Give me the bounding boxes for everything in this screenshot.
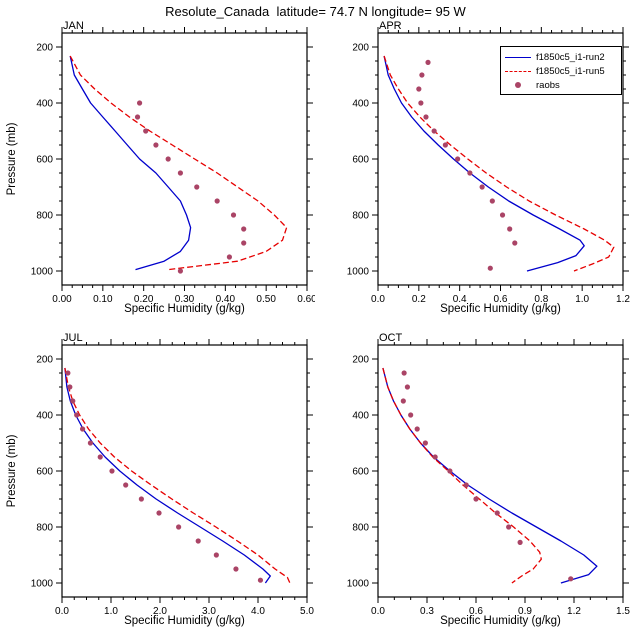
svg-text:0.0: 0.0 [371, 606, 385, 617]
svg-text:0.6: 0.6 [494, 294, 508, 305]
svg-text:200: 200 [352, 43, 369, 54]
svg-text:800: 800 [352, 523, 369, 534]
svg-text:600: 600 [352, 467, 369, 478]
panel-oct: 0.0 0.3 0.6 0.9 1.2 1.5 200 400 600 800 1000 OCT S… [316, 332, 631, 632]
x-axis-title: Specific Humidity (g/kg) [440, 303, 561, 315]
legend: f1850c5_i1-run2 f1850c5_i1-run5 raobs [500, 46, 622, 95]
figure-title: Resolute_Canada latitude= 74.7 N longitu… [165, 4, 466, 19]
svg-text:0.0: 0.0 [55, 606, 69, 617]
svg-text:0.40: 0.40 [216, 294, 236, 305]
svg-text:1.5: 1.5 [616, 606, 630, 617]
x-axis-title: Specific Humidity (g/kg) [440, 615, 561, 627]
svg-text:0.10: 0.10 [93, 294, 113, 305]
svg-text:5.0: 5.0 [300, 606, 314, 617]
svg-text:0.60: 0.60 [297, 294, 315, 305]
svg-text:400: 400 [352, 99, 369, 110]
svg-text:800: 800 [36, 211, 53, 222]
svg-text:0.4: 0.4 [453, 294, 467, 305]
y-axis-title: Pressure (mb) [6, 122, 18, 196]
svg-text:0.0: 0.0 [371, 294, 385, 305]
svg-text:0.3: 0.3 [420, 606, 434, 617]
legend-entry-run5: f1850c5_i1-run5 [505, 64, 617, 78]
svg-text:0.00: 0.00 [52, 294, 72, 305]
panel-jul: 0.0 1.0 2.0 3.0 4.0 5.0 200 400 600 800 1000 JUL S… [0, 332, 315, 632]
legend-dashed-line-sample [505, 70, 531, 72]
plot-jul: 0.0 1.0 2.0 3.0 4.0 5.0 200 400 600 800 1000 [31, 339, 314, 617]
legend-label: f1850c5_i1-run2 [536, 51, 605, 63]
svg-text:1.2: 1.2 [616, 294, 630, 305]
svg-text:1.0: 1.0 [575, 294, 589, 305]
legend-solid-line-sample [505, 56, 531, 58]
svg-text:2.0: 2.0 [153, 606, 167, 617]
y-axis-title: Pressure (mb) [6, 434, 18, 508]
x-axis-title: Specific Humidity (g/kg) [124, 303, 245, 315]
svg-text:0.2: 0.2 [412, 294, 426, 305]
svg-text:200: 200 [36, 355, 53, 366]
panel-label-apr: APR [379, 20, 402, 32]
svg-text:0.8: 0.8 [534, 294, 548, 305]
svg-text:0.50: 0.50 [256, 294, 276, 305]
svg-text:1000: 1000 [347, 267, 370, 278]
legend-entry-run2: f1850c5_i1-run2 [505, 50, 617, 64]
plot-apr: 0.0 0.2 0.4 0.6 0.8 1.0 1.2 200 400 600 800 1000 [347, 27, 630, 305]
svg-text:1.0: 1.0 [104, 606, 118, 617]
svg-text:200: 200 [36, 43, 53, 54]
svg-text:1.2: 1.2 [567, 606, 581, 617]
legend-label: f1850c5_i1-run5 [536, 65, 605, 77]
svg-text:400: 400 [36, 411, 53, 422]
panel-jan: 0.00 0.10 0.20 0.30 0.40 0.50 0.60 200 400 600 800… [0, 20, 315, 320]
panel-label-jan: JAN [63, 20, 84, 32]
panel-apr: 0.0 0.2 0.4 0.6 0.8 1.0 1.2 200 400 600 800 1000 AP… [316, 20, 631, 320]
legend-entry-raobs: raobs [505, 78, 617, 92]
panel-label-jul: JUL [63, 332, 83, 344]
svg-text:3.0: 3.0 [202, 606, 216, 617]
svg-text:1000: 1000 [347, 579, 370, 590]
svg-text:600: 600 [352, 155, 369, 166]
plot-oct: 0.0 0.3 0.6 0.9 1.2 1.5 200 400 600 800 1000 [347, 339, 630, 617]
svg-text:1000: 1000 [31, 267, 54, 278]
svg-text:4.0: 4.0 [251, 606, 265, 617]
svg-text:400: 400 [36, 99, 53, 110]
svg-text:400: 400 [352, 411, 369, 422]
plot-jan: 0.00 0.10 0.20 0.30 0.40 0.50 0.60 200 400 600 800… [31, 27, 315, 305]
svg-text:0.20: 0.20 [134, 294, 154, 305]
svg-text:600: 600 [36, 467, 53, 478]
x-axis-title: Specific Humidity (g/kg) [124, 615, 245, 627]
svg-text:1000: 1000 [31, 579, 54, 590]
svg-text:600: 600 [36, 155, 53, 166]
panel-label-oct: OCT [379, 332, 403, 344]
svg-text:0.30: 0.30 [175, 294, 195, 305]
svg-text:200: 200 [352, 355, 369, 366]
svg-text:800: 800 [352, 211, 369, 222]
svg-text:800: 800 [36, 523, 53, 534]
svg-text:0.6: 0.6 [469, 606, 483, 617]
legend-marker-sample [505, 82, 531, 88]
legend-label: raobs [536, 79, 560, 91]
svg-text:0.9: 0.9 [518, 606, 532, 617]
